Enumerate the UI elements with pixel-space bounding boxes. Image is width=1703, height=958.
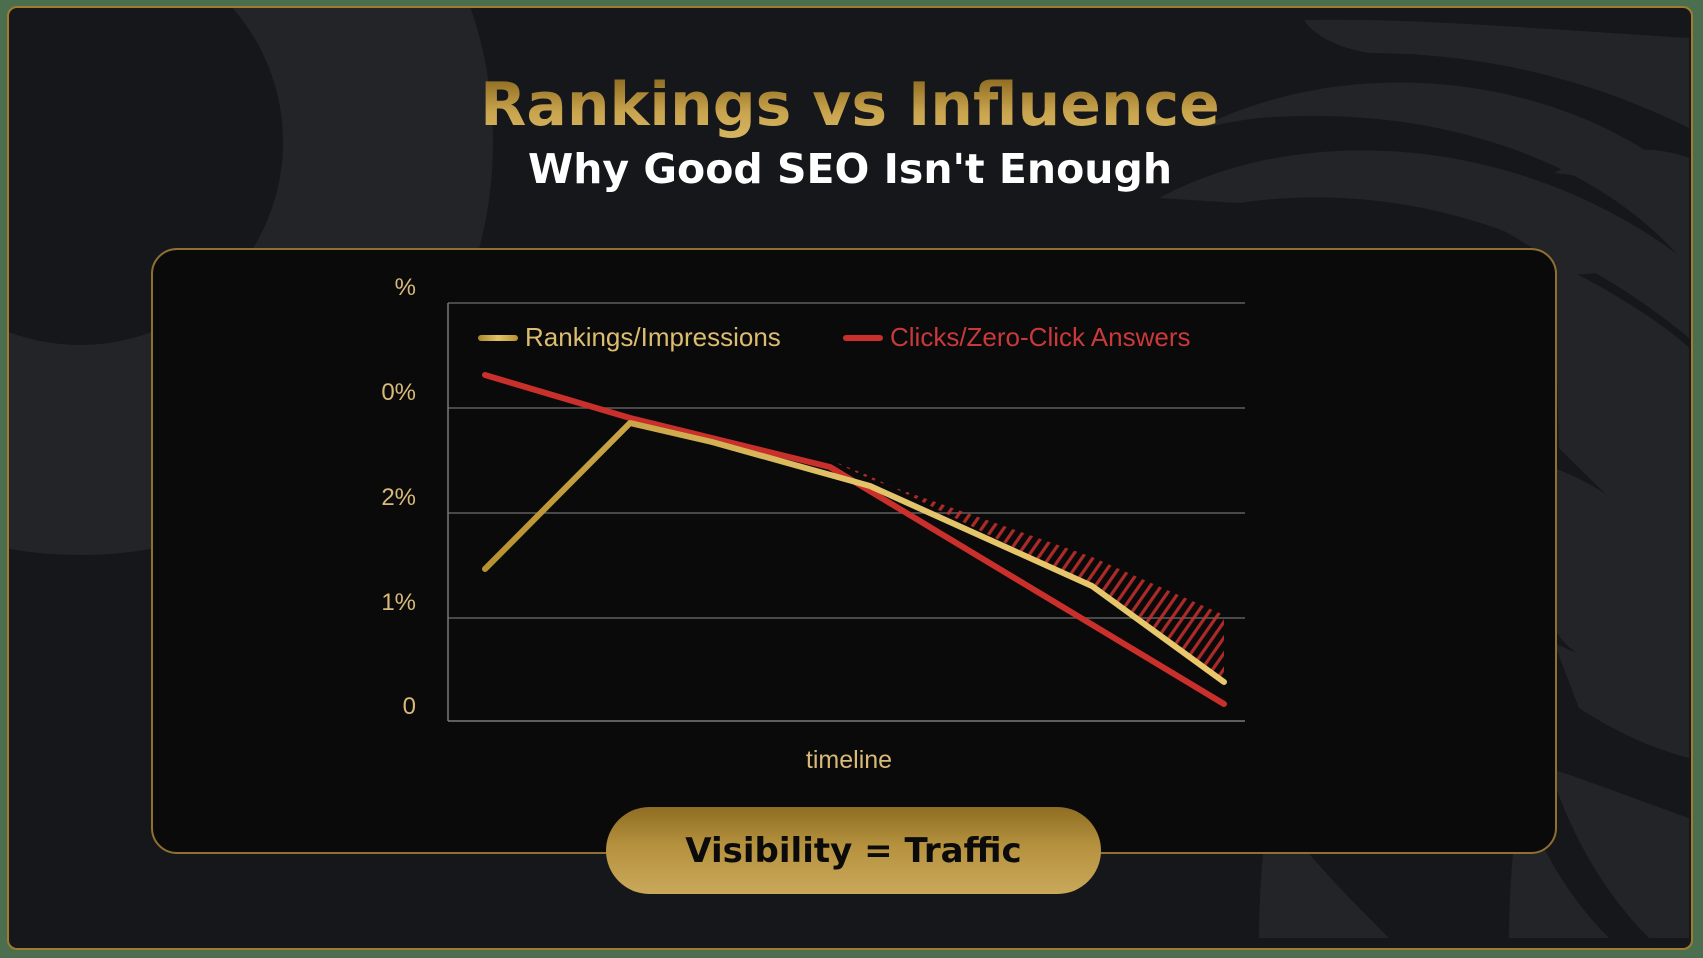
gold-line-swatch-icon <box>478 334 518 341</box>
lion-silhouette-icon <box>1159 19 1689 938</box>
y-tick-label: % <box>394 274 416 301</box>
series-rankings-line <box>482 420 1227 685</box>
page-subtitle: Why Good SEO Isn't Enough <box>527 145 1173 193</box>
legend-item-clicks: Clicks/Zero-Click Answers <box>843 322 1191 353</box>
legend-item-rankings: Rankings/Impressions <box>478 322 781 353</box>
x-axis-label: timeline <box>805 746 893 774</box>
chart-card: % 0% 2% 1% 0 Rankings/Impressions Clicks… <box>151 248 1557 854</box>
legend-label: Clicks/Zero-Click Answers <box>890 322 1191 352</box>
y-tick-label: 2% <box>381 484 416 511</box>
background-decoration <box>9 8 1689 938</box>
ring-decoration-icon <box>9 8 493 555</box>
y-tick-label: 0 <box>402 693 416 720</box>
y-tick-label: 0% <box>381 379 416 406</box>
legend-label: Rankings/Impressions <box>525 322 781 352</box>
y-tick-label: 1% <box>381 589 416 616</box>
visibility-traffic-callout: Visibility = Traffic <box>606 807 1101 894</box>
series-clicks-line <box>482 372 1227 707</box>
gridlines <box>447 302 1245 722</box>
red-line-swatch-icon <box>843 334 883 341</box>
slide-frame: Rankings vs Influence Why Good SEO Isn't… <box>7 6 1693 950</box>
page-title: Rankings vs Influence <box>9 70 1691 140</box>
line-chart <box>447 302 1245 722</box>
